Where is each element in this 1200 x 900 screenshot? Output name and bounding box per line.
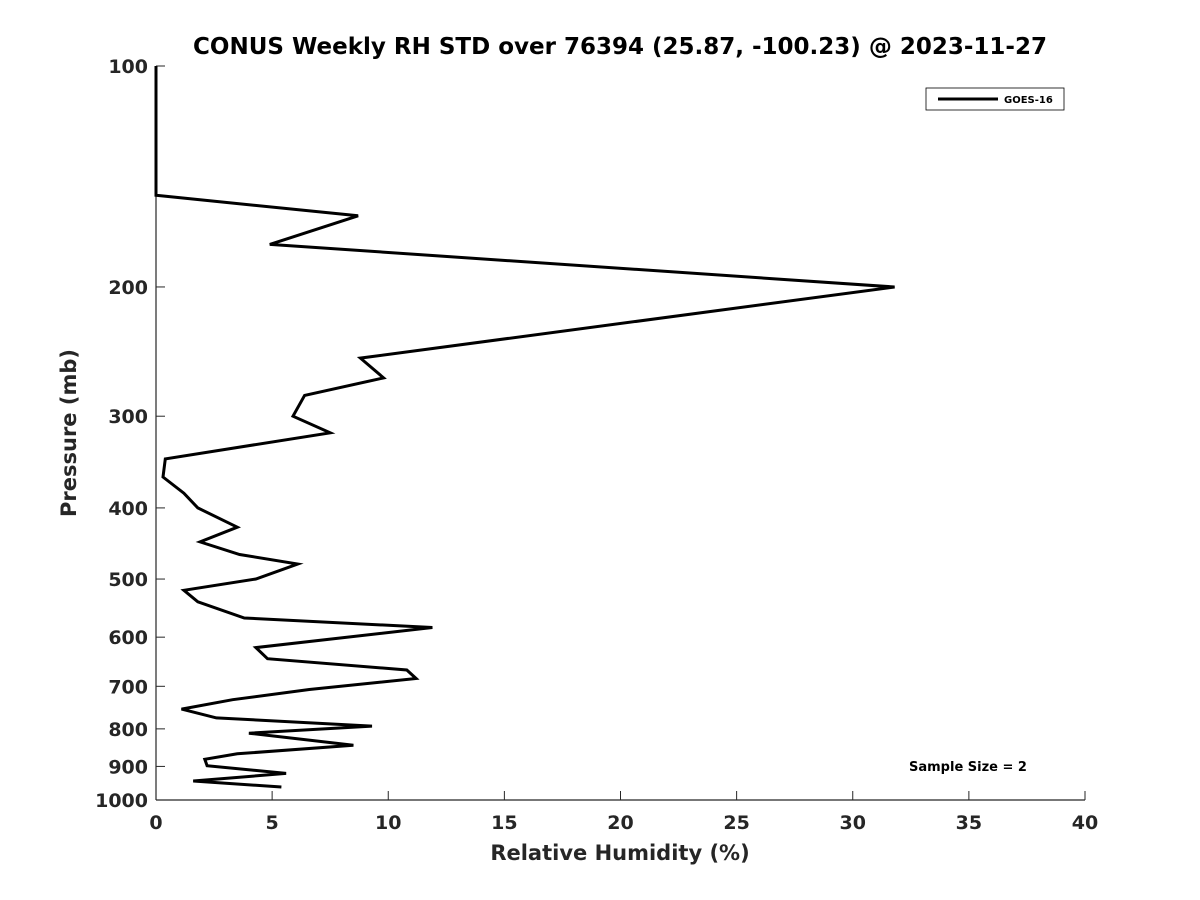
x-tick-label: 35	[956, 812, 982, 834]
x-tick-label: 10	[375, 812, 401, 834]
y-tick-label: 1000	[95, 790, 148, 812]
y-tick-label: 800	[108, 719, 148, 741]
x-tick-label: 25	[723, 812, 749, 834]
y-tick-label: 700	[108, 676, 148, 698]
y-axis-ticks: 100 200 300 400 500 600 700 800 900 1000	[95, 56, 165, 812]
sample-size-annotation: Sample Size = 2	[909, 760, 1027, 775]
y-tick-label: 900	[108, 756, 148, 778]
y-tick-label: 400	[108, 498, 148, 520]
x-tick-label: 15	[491, 812, 517, 834]
legend: GOES-16	[925, 87, 1065, 111]
x-tick-label: 0	[149, 812, 162, 834]
legend-label: GOES-16	[1004, 95, 1053, 106]
y-tick-label: 600	[108, 627, 148, 649]
x-axis-ticks: 0 5 10 15 20 25 30 35 40	[149, 791, 1098, 834]
y-tick-label: 200	[108, 277, 148, 299]
series-line-goes16	[154, 66, 895, 789]
y-tick-label: 500	[108, 569, 148, 591]
x-tick-label: 20	[607, 812, 633, 834]
x-tick-label: 30	[840, 812, 866, 834]
y-axis-label: Pressure (mb)	[57, 349, 81, 517]
y-tick-label: 300	[108, 406, 148, 428]
y-tick-label: 100	[108, 56, 148, 78]
x-tick-label: 40	[1072, 812, 1098, 834]
chart-title: CONUS Weekly RH STD over 76394 (25.87, -…	[193, 34, 1047, 60]
x-axis-label: Relative Humidity (%)	[490, 841, 749, 865]
x-tick-label: 5	[266, 812, 279, 834]
